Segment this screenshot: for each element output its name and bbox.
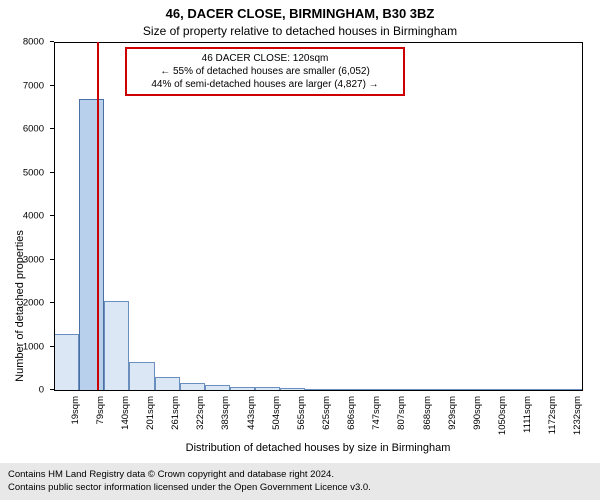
x-tick-label: 443sqm xyxy=(246,396,257,430)
x-tick-label: 807sqm xyxy=(396,396,407,430)
y-tick-label: 3000 xyxy=(23,254,44,265)
y-tick-label: 5000 xyxy=(23,167,44,178)
histogram-bar xyxy=(155,377,180,390)
x-tick-label: 565sqm xyxy=(296,396,307,430)
info-line-property: 46 DACER CLOSE: 120sqm xyxy=(135,52,395,65)
x-tick-label: 747sqm xyxy=(371,396,382,430)
x-tick-label: 322sqm xyxy=(195,396,206,430)
y-tick-label: 7000 xyxy=(23,80,44,91)
x-tick-label: 79sqm xyxy=(95,396,106,425)
chart-container: 46, DACER CLOSE, BIRMINGHAM, B30 3BZ Siz… xyxy=(0,0,600,500)
histogram-bar xyxy=(104,301,129,390)
y-tick-label: 1000 xyxy=(23,341,44,352)
y-tick-label: 4000 xyxy=(23,211,44,222)
x-tick-label: 140sqm xyxy=(120,396,131,430)
x-tick-label: 868sqm xyxy=(422,396,433,430)
x-tick-label: 201sqm xyxy=(145,396,156,430)
chart-subtitle: Size of property relative to detached ho… xyxy=(0,24,600,38)
x-tick-label: 504sqm xyxy=(271,396,282,430)
histogram-bar xyxy=(54,334,79,390)
x-tick-label: 1050sqm xyxy=(497,396,508,435)
x-tick-label: 1172sqm xyxy=(547,396,558,434)
histogram-bar xyxy=(180,383,205,390)
x-tick-label: 19sqm xyxy=(70,396,81,425)
x-axis-label: Distribution of detached houses by size … xyxy=(54,442,582,454)
x-tick-label: 1111sqm xyxy=(522,396,533,433)
chart-title: 46, DACER CLOSE, BIRMINGHAM, B30 3BZ xyxy=(0,6,600,21)
footer-line-2: Contains public sector information licen… xyxy=(8,482,592,494)
x-tick-label: 383sqm xyxy=(220,396,231,430)
property-info-box: 46 DACER CLOSE: 120sqm ← 55% of detached… xyxy=(125,47,405,96)
histogram-bar xyxy=(129,362,154,390)
x-tick-label: 929sqm xyxy=(447,396,458,430)
y-axis-label: Number of detached properties xyxy=(14,230,26,382)
footer-line-1: Contains HM Land Registry data © Crown c… xyxy=(8,469,592,481)
footer-attribution: Contains HM Land Registry data © Crown c… xyxy=(0,463,600,500)
x-tick-label: 625sqm xyxy=(321,396,332,430)
x-tick-label: 261sqm xyxy=(170,396,181,430)
property-marker-line xyxy=(97,42,99,390)
info-line-larger: 44% of semi-detached houses are larger (… xyxy=(135,78,395,91)
x-axis: 19sqm 79sqm 140sqm 201sqm 261sqm 322sqm 383sqm… xyxy=(54,394,582,444)
histogram-bar xyxy=(79,99,104,390)
y-tick-label: 8000 xyxy=(23,37,44,48)
x-tick-label: 990sqm xyxy=(472,396,483,430)
x-tick-label: 1232sqm xyxy=(572,396,583,435)
x-tick-label: 686sqm xyxy=(346,396,357,430)
info-line-smaller: ← 55% of detached houses are smaller (6,… xyxy=(135,65,395,78)
y-tick-label: 2000 xyxy=(23,298,44,309)
y-tick-label: 6000 xyxy=(23,124,44,135)
y-tick-label: 0 xyxy=(39,385,44,396)
